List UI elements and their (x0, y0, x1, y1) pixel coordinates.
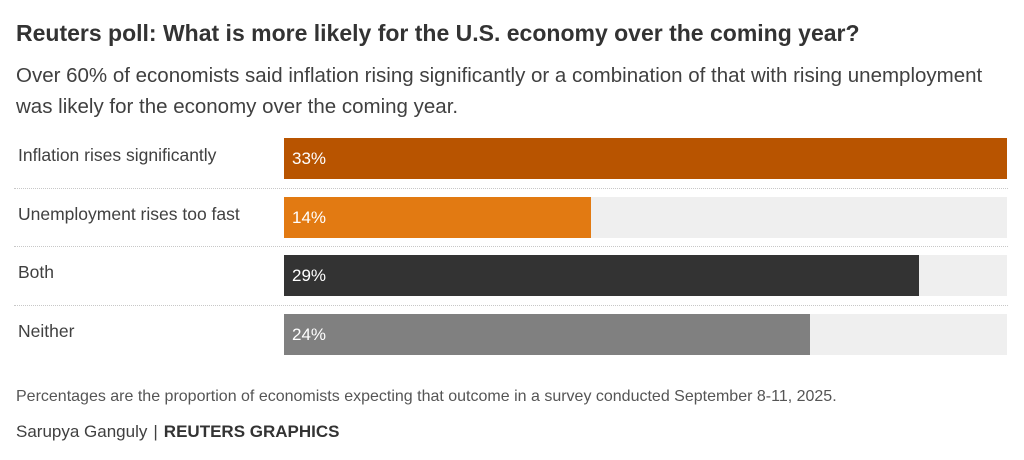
category-label: Unemployment rises too fast (18, 203, 240, 224)
credit-separator: | (153, 422, 158, 441)
chart-title: Reuters poll: What is more likely for th… (16, 20, 860, 46)
bar-row: Inflation rises significantly 33% (14, 130, 1008, 189)
bar-track: 33% (284, 138, 1007, 179)
category-label: Both (18, 262, 54, 282)
bar-chart: Inflation rises significantly 33% Unemploy… (0, 130, 1024, 370)
bar-value-label: 29% (292, 266, 327, 285)
bar-track: 14% (284, 196, 1007, 238)
bar-value-label: 24% (292, 324, 327, 344)
category-label: Inflation rises significantly (18, 145, 217, 165)
bar: 33% (284, 138, 1007, 179)
row-divider (14, 187, 1008, 189)
bar: 14% (284, 196, 591, 238)
bar-row: Both 29% (14, 247, 1008, 306)
bar: 29% (284, 255, 920, 296)
chart-subtitle: Over 60% of economists said inflation ri… (16, 64, 983, 118)
bar-track: 29% (284, 255, 1007, 296)
bar-value-label: 33% (292, 149, 327, 168)
bar: 24% (284, 313, 810, 355)
bar-value-label: 14% (292, 207, 327, 227)
bar-row: Neither 24% (14, 306, 1008, 365)
category-label: Neither (18, 320, 75, 341)
chart-footnote: Percentages are the proportion of econom… (16, 388, 837, 405)
row-divider (14, 304, 1008, 306)
credit-brand: REUTERS GRAPHICS (163, 422, 340, 441)
credit-author: Sarupya Ganguly (16, 422, 148, 441)
row-divider (14, 246, 1008, 247)
bar-track: 24% (284, 313, 1007, 355)
bar-row: Unemployment rises too fast 14% (14, 189, 1008, 247)
chart-credit: Sarupya Ganguly | REUTERS GRAPHICS (16, 422, 339, 442)
